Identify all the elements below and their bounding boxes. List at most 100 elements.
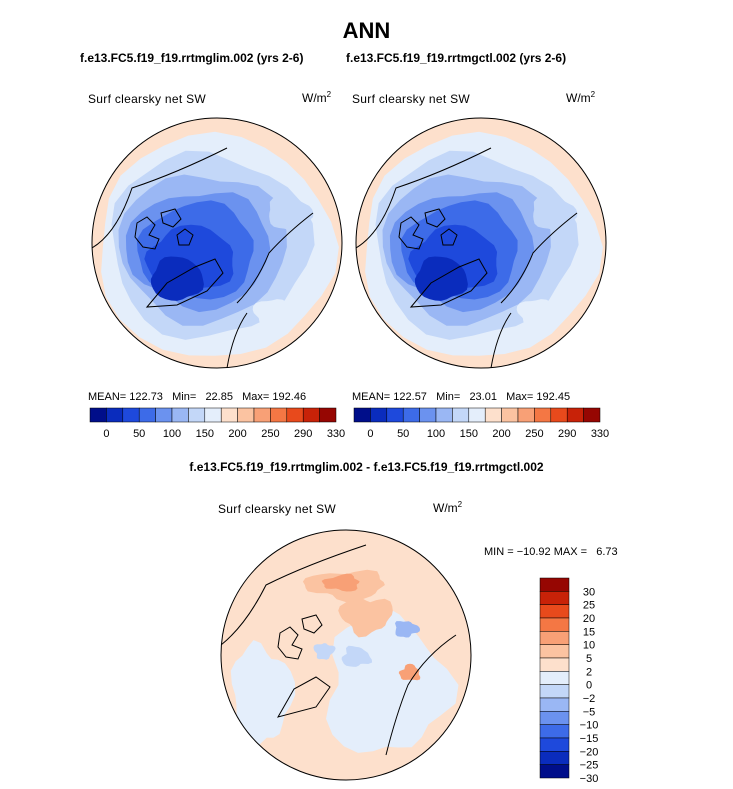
diff-colorbar-tick-6: 2 <box>586 666 592 678</box>
diff-colorbar-swatch-13 <box>539 751 570 765</box>
diff-colorbar-tick-12: −20 <box>580 746 599 758</box>
diff-colorbar-tick-1: 25 <box>583 600 595 612</box>
diff-colorbar-swatch-5 <box>539 644 570 659</box>
panel1-field-level-1 <box>150 256 204 301</box>
diff-colorbar-swatch-2 <box>539 604 570 619</box>
panel2-variable-label: Surf clearsky net SW <box>352 92 471 106</box>
panel2-colorbar-swatch-8 <box>484 407 502 423</box>
panel1-colorbar: 0 50 100 150 200 250 290 330 <box>89 407 345 440</box>
panel1-colorbar-tick-1: 50 <box>133 428 145 440</box>
panel2-archipelago-outline <box>398 208 458 250</box>
diff-colorbar-tick-4: 10 <box>583 640 595 652</box>
diff-max-label: MAX = <box>553 546 588 558</box>
diff-colorbar-tick-0: 30 <box>583 586 595 598</box>
panel1-max-label: Max= <box>242 391 270 403</box>
diff-colorbar-swatch-8 <box>539 684 570 699</box>
diff-max-value: 6.73 <box>596 546 618 558</box>
panel1-colorbar-swatch-5 <box>171 407 189 423</box>
panel2-mean-label: MEAN= <box>352 391 391 403</box>
panel1-map-border <box>91 117 343 369</box>
diff-field-pos-d <box>398 663 421 681</box>
panel1-stats: MEAN= 122.73 Min= 22.85 Max= 192.46 <box>88 391 306 403</box>
diff-colorbar-swatch-9 <box>539 697 570 712</box>
panel1-colorbar-tick-7: 330 <box>327 428 345 440</box>
panel1-mean-value: 122.73 <box>129 391 163 403</box>
panel1-title: f.e13.FC5.f19_f19.rrtmglim.002 (yrs 2-6) <box>80 51 304 65</box>
panel1-colorbar-swatch-7 <box>204 407 222 423</box>
panel2-map-border <box>355 117 607 369</box>
diff-field-neg-d <box>395 621 420 638</box>
panel2-stats: MEAN= 122.57 Min= 23.01 Max= 192.45 <box>352 391 570 403</box>
panel2-colorbar-swatch-3 <box>402 407 420 423</box>
panel2-colorbar-tick-6: 290 <box>558 428 576 440</box>
panel1-min-label: Min= <box>172 391 197 403</box>
panel2-colorbar-swatch-10 <box>517 407 535 423</box>
diff-greenland-outline <box>276 676 331 718</box>
panel1-colorbar-swatch-10 <box>253 407 271 423</box>
diff-min-value: −10.92 <box>516 546 551 558</box>
panel2-field-patch-b <box>516 299 568 328</box>
panel2-colorbar-swatch-11 <box>534 407 552 423</box>
panel2-min-label: Min= <box>436 391 461 403</box>
panel2-max-label: Max= <box>506 391 534 403</box>
diff-coastline <box>221 544 457 756</box>
diff-colorbar-swatch-1 <box>539 591 570 605</box>
panel1-colorbar-swatch-12 <box>286 407 304 423</box>
panel1-archipelago-outline <box>134 208 194 250</box>
diff-colorbar-swatch-4 <box>539 631 570 645</box>
panel2-colorbar-swatch-6 <box>452 407 470 423</box>
panel2-colorbar: 0 50 100 150 200 250 290 330 <box>353 407 609 440</box>
panel2-colorbar-swatch-13 <box>566 407 584 423</box>
diff-colorbar-swatch-14 <box>539 764 570 779</box>
panel2-coastline <box>356 147 578 368</box>
panel1-field-patch-b <box>252 299 304 328</box>
panel2-colorbar-swatch-5 <box>435 407 453 423</box>
panel2-colorbar-swatch-4 <box>419 407 437 423</box>
figure-title: ANN <box>342 18 391 43</box>
panel1-colorbar-tick-0: 0 <box>103 428 109 440</box>
panel2-colorbar-swatch-14 <box>583 407 601 423</box>
diff-colorbar-swatch-10 <box>539 711 570 725</box>
panel2-min-value: 23.01 <box>469 391 497 403</box>
diff-field-neg-b <box>230 640 296 751</box>
diff-field-neg-a <box>326 606 459 753</box>
panel1-colorbar-swatch-3 <box>138 407 156 423</box>
panel1-units-label: W/m2 <box>302 90 332 105</box>
panel2-colorbar-tick-4: 200 <box>492 428 510 440</box>
panel1-colorbar-tick-5: 250 <box>261 428 279 440</box>
diff-field-neg-c <box>341 645 373 667</box>
diff-polar-map <box>220 529 472 781</box>
diff-panel-title: f.e13.FC5.f19_f19.rrtmglim.002 - f.e13.F… <box>189 460 544 474</box>
diff-field-neg-e <box>313 643 336 660</box>
diff-colorbar-swatch-7 <box>539 671 570 685</box>
panel1-colorbar-swatch-0 <box>89 407 107 423</box>
panel1-greenland-outline <box>145 258 224 308</box>
panel2-field-level-1 <box>414 256 468 301</box>
diff-colorbar-swatch-12 <box>539 737 570 752</box>
panel2-colorbar-swatch-7 <box>468 407 486 423</box>
panel2-colorbar-swatch-12 <box>550 407 568 423</box>
panel1-colorbar-swatch-13 <box>302 407 320 423</box>
diff-colorbar-tick-10: −10 <box>580 720 599 732</box>
panel1-coastline <box>92 147 314 368</box>
panel2-colorbar-swatch-9 <box>501 407 519 423</box>
panel1-colorbar-swatch-1 <box>106 407 124 423</box>
panel2-units-label: W/m2 <box>566 90 596 105</box>
panel1-variable-label: Surf clearsky net SW <box>88 92 207 106</box>
panel2-colorbar-tick-5: 250 <box>525 428 543 440</box>
panel1-mean-label: MEAN= <box>88 391 127 403</box>
panel2-mean-value: 122.57 <box>393 391 427 403</box>
diff-variable-label: Surf clearsky net SW <box>218 502 337 516</box>
panel2-colorbar-tick-1: 50 <box>397 428 409 440</box>
panel1-colorbar-tick-3: 150 <box>196 428 214 440</box>
panel2-title: f.e13.FC5.f19_f19.rrtmgctl.002 (yrs 2-6) <box>346 51 567 65</box>
panel2-greenland-outline <box>409 258 488 308</box>
panel1-colorbar-swatch-9 <box>237 407 255 423</box>
panel1-max-value: 192.46 <box>272 391 307 403</box>
diff-minmax: MIN = −10.92 MAX = 6.73 <box>484 546 618 558</box>
diff-colorbar-tick-2: 20 <box>583 613 595 625</box>
diff-colorbar-tick-7: 0 <box>586 680 592 692</box>
diff-archipelago-outline <box>277 614 323 660</box>
panel2-colorbar-tick-3: 150 <box>460 428 478 440</box>
